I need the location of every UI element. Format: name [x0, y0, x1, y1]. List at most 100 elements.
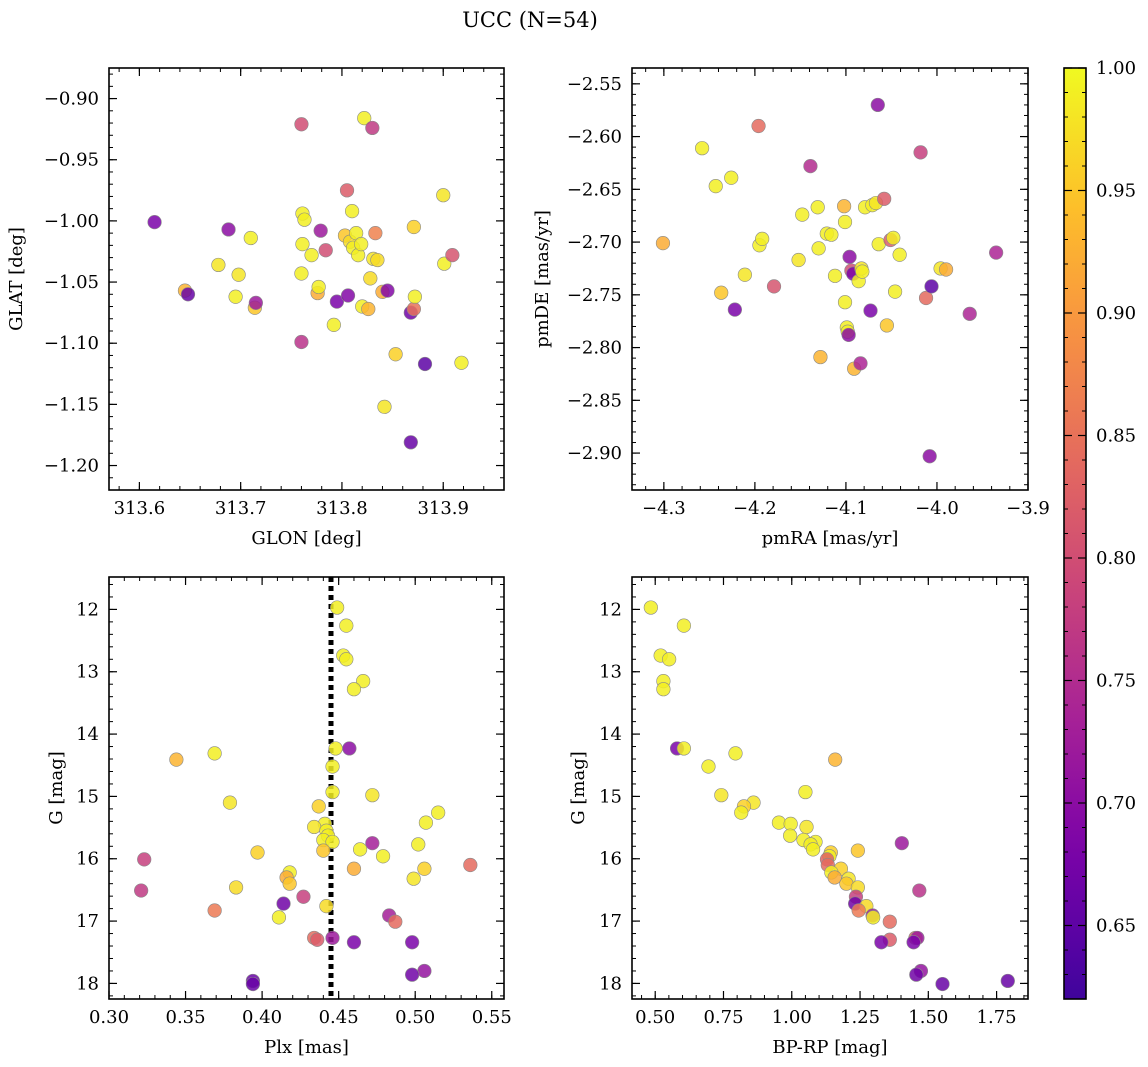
scatter-point	[851, 903, 866, 918]
scatter-point	[892, 247, 907, 262]
scatter-point	[406, 301, 421, 317]
scatter-point	[727, 302, 742, 317]
scatter-point	[294, 334, 309, 350]
axes-frame	[108, 67, 505, 491]
scatter-point	[728, 746, 743, 761]
scatter-point	[375, 849, 391, 864]
scatter-point	[417, 356, 433, 372]
y-tick-label: −2.65	[567, 179, 622, 200]
scatter-point	[357, 111, 372, 126]
scatter-point	[211, 257, 226, 273]
scatter-point	[894, 836, 909, 851]
scatter-point	[231, 267, 246, 282]
scatter-point	[1000, 973, 1015, 989]
scatter-point	[766, 279, 782, 294]
scatter-point	[342, 741, 357, 756]
y-tick-label: −2.75	[567, 285, 622, 306]
scatter-point	[853, 356, 868, 371]
scatter-point	[850, 843, 865, 858]
x-tick-label: 1.50	[908, 1007, 948, 1028]
scatter-point	[329, 294, 344, 309]
scatter-point	[737, 267, 752, 282]
scatter-point	[250, 845, 265, 860]
colorbar-gradient	[1064, 68, 1086, 999]
scatter-point	[325, 759, 340, 774]
x-axis-label: Plx [mas]	[264, 1037, 349, 1058]
scatter-point	[656, 682, 671, 697]
scatter-point	[365, 120, 380, 136]
scatter-point	[325, 834, 340, 850]
panel-pmra-pmde: −4.3 −4.2 −4.1 −4.0 −3.9 −2.55 −2.60 −2.65 −2.70…	[532, 67, 1050, 549]
scatter-point	[344, 204, 360, 219]
y-tick-label: 17	[76, 911, 99, 932]
scatter-point	[827, 268, 843, 283]
scatter-point	[463, 857, 478, 873]
scatter-point	[431, 805, 446, 820]
scatter-point	[330, 600, 345, 615]
scatter-point	[318, 243, 333, 258]
scatter-point	[354, 237, 369, 252]
y-tick-label: −1.10	[44, 333, 99, 354]
scatter-point	[799, 819, 814, 835]
y-tick-label: −0.95	[44, 150, 99, 171]
scatter-point	[877, 191, 892, 206]
x-axis-label: pmRA [mas/yr]	[762, 528, 899, 549]
x-tick-label: 0.40	[242, 1007, 282, 1028]
scatter-point	[912, 883, 927, 898]
panel-glon-glat: 313.6 313.7 313.8 313.9 −0.90 −0.95 −1.00 −1.05…	[6, 67, 505, 549]
y-tick-label: −2.85	[567, 390, 622, 411]
scatter-point	[328, 741, 343, 756]
x-tick-label: −3.9	[1006, 498, 1050, 519]
scatter-point	[842, 249, 857, 264]
scatter-point	[388, 914, 403, 929]
scatter-point	[783, 816, 798, 831]
x-tick-label: 0.55	[472, 1007, 512, 1028]
colorbar-tick-label: 0.95	[1096, 181, 1136, 202]
scatter-point	[828, 752, 843, 767]
scatter-point	[418, 815, 434, 830]
scatter-point	[326, 317, 341, 332]
scatter-point	[313, 223, 328, 238]
panel-plx-g: 0.30 0.35 0.40 0.45 0.50 0.55 12 13 14 15 16 17 18 Pl…	[46, 576, 512, 1058]
y-tick-label: 16	[76, 849, 99, 870]
x-tick-label: 0.35	[166, 1007, 206, 1028]
scatter-point	[714, 285, 729, 300]
scatter-point	[454, 355, 469, 370]
scatter-point	[417, 861, 432, 876]
scatter-point	[340, 288, 356, 303]
scatter-point	[882, 914, 897, 929]
scatter-point	[918, 290, 934, 306]
scatter-point	[874, 935, 889, 950]
scatter-point	[841, 327, 856, 343]
colorbar-tick-label: 0.90	[1096, 303, 1136, 324]
scatter-point	[694, 141, 710, 156]
scatter-point	[827, 870, 842, 885]
scatter-point	[714, 788, 729, 803]
y-axis-label: GLAT [deg]	[6, 227, 27, 331]
scatter-point	[276, 896, 291, 911]
colorbar-tick-label: 0.85	[1096, 426, 1136, 447]
scatter-point	[294, 266, 309, 281]
scatter-point	[870, 97, 885, 113]
x-tick-label: 313.8	[316, 498, 368, 519]
colorbar-tick-label: 0.80	[1096, 548, 1136, 569]
scatter-point	[311, 279, 326, 295]
x-tick-label: 1.00	[772, 1007, 812, 1028]
scatter-point	[169, 752, 184, 767]
scatter-point	[361, 301, 376, 317]
scatter-point	[339, 183, 355, 198]
y-tick-label: 16	[599, 849, 622, 870]
axes-frame	[108, 576, 505, 1000]
y-tick-label: 18	[599, 973, 622, 994]
scatter-point	[296, 889, 311, 904]
scatter-point	[803, 159, 818, 174]
x-tick-label: −4.2	[733, 498, 777, 519]
scatter-point	[938, 262, 954, 277]
scatter-point	[445, 248, 460, 263]
y-tick-label: −2.90	[567, 443, 622, 464]
scatter-point	[909, 967, 924, 982]
colorbar-tick-label: 0.75	[1096, 671, 1136, 692]
x-tick-label: 313.9	[417, 498, 469, 519]
scatter-point	[913, 145, 928, 160]
x-tick-label: 0.75	[703, 1007, 743, 1028]
